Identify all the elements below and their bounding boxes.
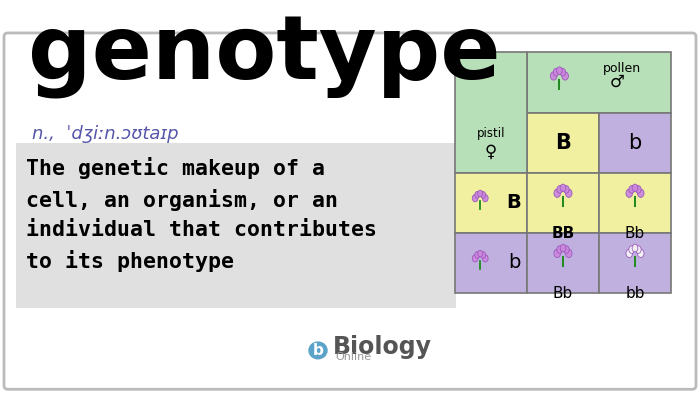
Ellipse shape bbox=[562, 72, 568, 80]
FancyBboxPatch shape bbox=[599, 112, 671, 173]
FancyBboxPatch shape bbox=[599, 173, 671, 233]
Ellipse shape bbox=[566, 249, 572, 257]
Circle shape bbox=[309, 342, 327, 359]
Text: b: b bbox=[313, 343, 323, 358]
Text: B: B bbox=[507, 193, 522, 212]
Ellipse shape bbox=[560, 184, 566, 192]
Ellipse shape bbox=[482, 195, 488, 202]
FancyBboxPatch shape bbox=[455, 52, 527, 173]
Ellipse shape bbox=[560, 244, 566, 252]
Ellipse shape bbox=[477, 250, 483, 257]
Ellipse shape bbox=[556, 67, 562, 74]
Ellipse shape bbox=[629, 246, 635, 253]
Text: pistil: pistil bbox=[477, 127, 505, 140]
Text: b: b bbox=[508, 253, 520, 272]
Ellipse shape bbox=[626, 189, 633, 197]
Ellipse shape bbox=[632, 184, 638, 192]
Ellipse shape bbox=[638, 189, 644, 197]
Ellipse shape bbox=[638, 249, 644, 257]
FancyBboxPatch shape bbox=[599, 233, 671, 293]
Ellipse shape bbox=[550, 72, 557, 80]
Text: b: b bbox=[629, 132, 642, 152]
Text: BB: BB bbox=[552, 226, 575, 241]
Ellipse shape bbox=[557, 246, 563, 253]
Ellipse shape bbox=[475, 191, 480, 198]
Text: bb: bb bbox=[625, 286, 645, 301]
Ellipse shape bbox=[553, 68, 559, 76]
Ellipse shape bbox=[475, 252, 480, 258]
Ellipse shape bbox=[564, 185, 569, 193]
Ellipse shape bbox=[481, 191, 486, 198]
FancyBboxPatch shape bbox=[527, 233, 599, 293]
Text: Online: Online bbox=[335, 352, 371, 362]
Ellipse shape bbox=[626, 249, 633, 257]
FancyBboxPatch shape bbox=[527, 112, 599, 173]
Ellipse shape bbox=[636, 246, 641, 253]
FancyBboxPatch shape bbox=[455, 233, 527, 293]
Ellipse shape bbox=[560, 68, 566, 76]
Text: B: B bbox=[555, 132, 571, 152]
FancyBboxPatch shape bbox=[4, 33, 696, 389]
Text: pollen: pollen bbox=[603, 62, 641, 75]
FancyBboxPatch shape bbox=[16, 143, 456, 308]
Ellipse shape bbox=[636, 185, 641, 193]
Ellipse shape bbox=[632, 244, 638, 252]
Ellipse shape bbox=[629, 185, 635, 193]
Ellipse shape bbox=[473, 195, 478, 202]
FancyBboxPatch shape bbox=[455, 173, 527, 233]
Text: ♀: ♀ bbox=[485, 143, 497, 161]
Ellipse shape bbox=[477, 190, 483, 197]
Text: Bb: Bb bbox=[625, 226, 645, 241]
Text: genotype: genotype bbox=[28, 12, 500, 99]
Ellipse shape bbox=[554, 189, 561, 197]
Ellipse shape bbox=[564, 246, 569, 253]
Text: n.,  ˈdʒiːn.ɔʊtaɪp: n., ˈdʒiːn.ɔʊtaɪp bbox=[32, 125, 178, 143]
Text: ♂: ♂ bbox=[610, 73, 624, 91]
Text: Bb: Bb bbox=[553, 286, 573, 301]
Ellipse shape bbox=[481, 252, 486, 258]
Ellipse shape bbox=[473, 255, 478, 262]
FancyBboxPatch shape bbox=[527, 173, 599, 233]
FancyBboxPatch shape bbox=[527, 52, 671, 112]
Text: Biology: Biology bbox=[333, 335, 432, 359]
Ellipse shape bbox=[557, 185, 563, 193]
Ellipse shape bbox=[482, 255, 488, 262]
Ellipse shape bbox=[566, 189, 572, 197]
Text: The genetic makeup of a
cell, an organism, or an
individual that contributes
to : The genetic makeup of a cell, an organis… bbox=[26, 157, 377, 272]
Ellipse shape bbox=[554, 249, 561, 257]
